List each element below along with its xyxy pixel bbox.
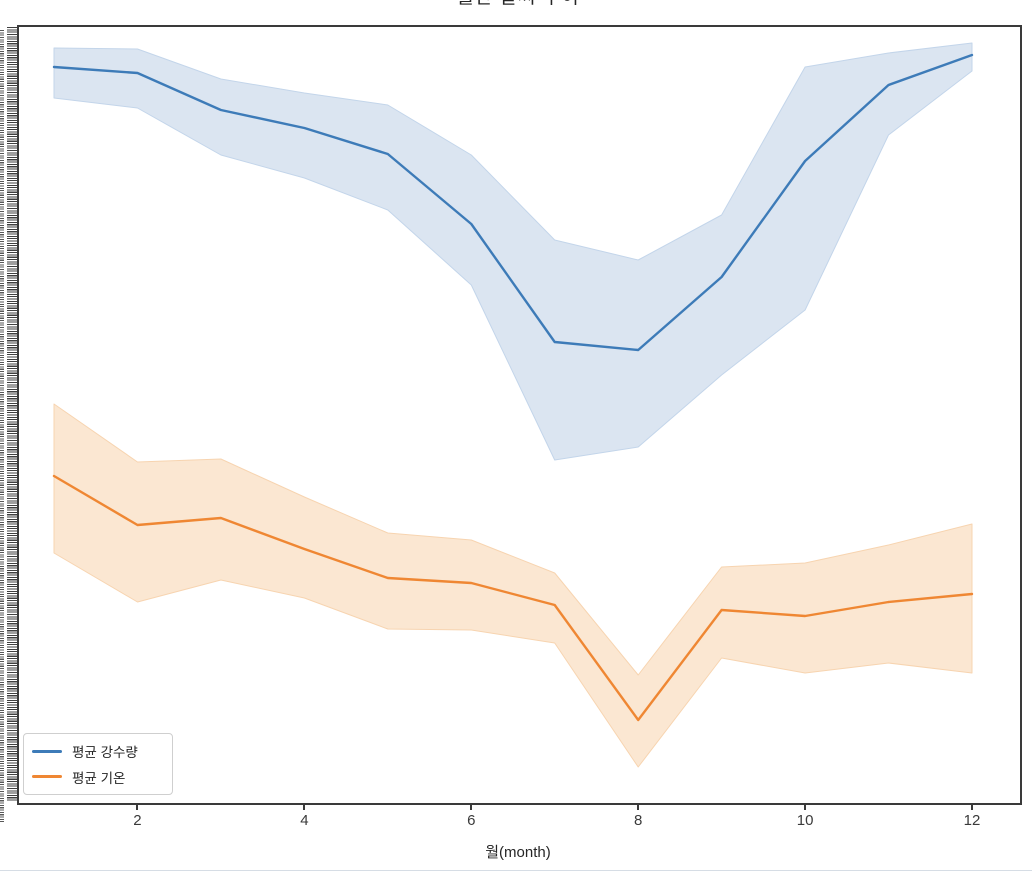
cell-bottom-divider: [0, 870, 1032, 871]
legend-label: 평균 강수량: [72, 745, 138, 761]
x-tick: [804, 803, 807, 810]
legend-item-precipitation: 평균 강수량: [32, 741, 164, 761]
precipitation-line-swatch-icon: [32, 749, 62, 753]
legend-label: 평균 기온: [72, 770, 126, 786]
y-axis-clipped-labels: [0, 30, 4, 822]
x-tick: [470, 803, 473, 810]
temperature-line-swatch-icon: [32, 775, 62, 779]
x-tick: [136, 803, 139, 810]
x-tick-label: 8: [634, 812, 643, 829]
x-tick-label: 10: [796, 812, 814, 829]
chart-title: 월간 날씨 추이: [0, 0, 1032, 9]
x-tick: [971, 803, 973, 810]
x-tick-label: 12: [963, 812, 981, 829]
legend-item-temperature: 평균 기온: [32, 767, 164, 787]
x-tick-label: 4: [300, 812, 309, 829]
y-axis-ticks: [7, 27, 17, 802]
x-axis-label: 월(month): [485, 844, 551, 861]
x-tick: [303, 803, 306, 810]
x-tick-label: 6: [467, 812, 476, 829]
x-tick-label: 2: [133, 812, 142, 829]
plot-area: [17, 25, 1022, 805]
x-tick: [637, 803, 640, 810]
legend: 평균 강수량 평균 기온: [23, 733, 173, 795]
